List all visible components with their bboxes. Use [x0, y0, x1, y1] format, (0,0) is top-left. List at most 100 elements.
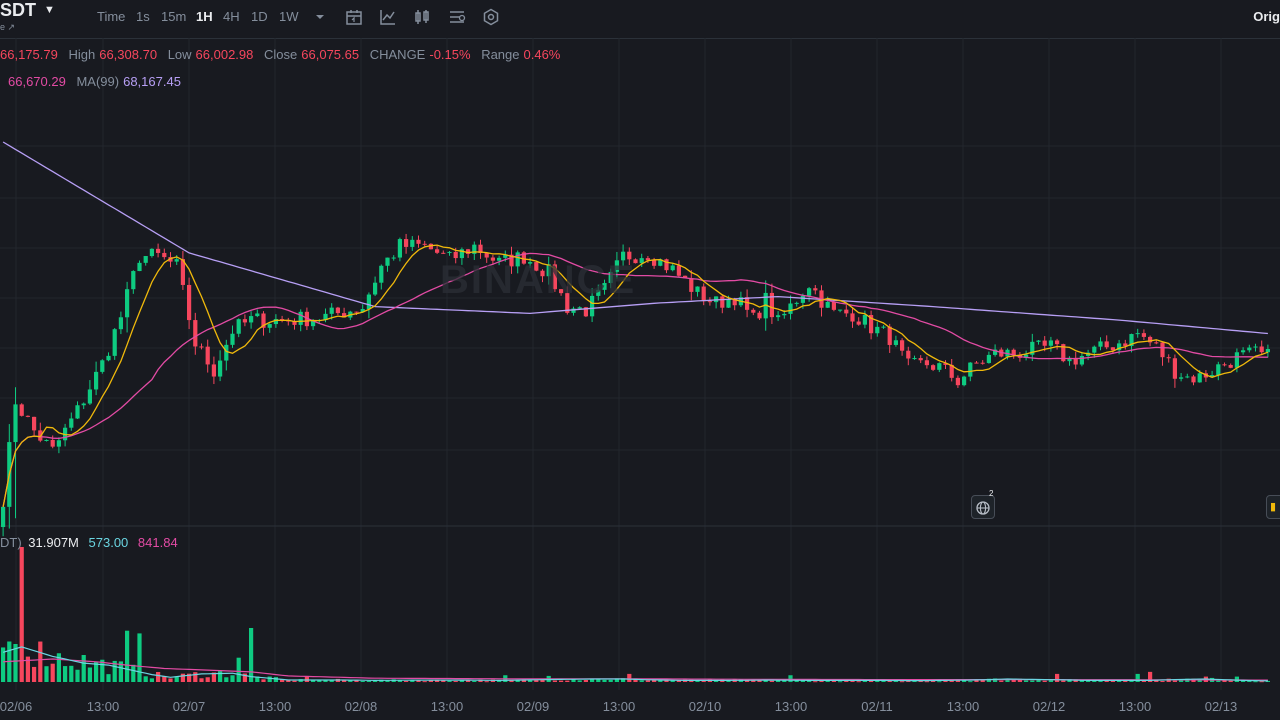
candle-body: [521, 252, 526, 264]
candle-body: [509, 254, 514, 267]
tab-1d[interactable]: 1D: [251, 9, 268, 24]
calendar-icon[interactable]: [345, 8, 363, 26]
globe-button[interactable]: 2: [971, 489, 995, 519]
candle-body: [1216, 364, 1221, 376]
volume-bar: [1129, 680, 1134, 682]
candle-body: [993, 349, 998, 355]
candle-body: [757, 312, 762, 319]
volume-bar: [1228, 680, 1233, 682]
volume-bar: [404, 680, 409, 682]
candle-body: [900, 340, 905, 351]
candle-body: [25, 415, 30, 417]
volume-bar: [50, 663, 55, 682]
candle-body: [931, 365, 936, 370]
candle-body: [137, 262, 142, 272]
volume-bar: [813, 681, 818, 683]
volume-bar: [174, 676, 179, 682]
tab-15m[interactable]: 15m: [161, 9, 187, 24]
chevron-down-icon[interactable]: [311, 8, 329, 26]
candle-body: [125, 289, 130, 318]
symbol-dropdown-icon[interactable]: ▼: [44, 4, 55, 16]
x-axis-label: 02/07: [172, 699, 206, 714]
volume-bar: [100, 659, 105, 682]
candle-body: [180, 259, 185, 285]
candle-body: [187, 284, 192, 321]
candle-body: [813, 288, 818, 291]
volume-bar: [788, 675, 793, 682]
candle-body: [38, 430, 43, 441]
tab-1h[interactable]: 1H: [196, 9, 213, 24]
volume-bar: [187, 673, 192, 682]
view-mode-toggle[interactable]: Orig: [1253, 9, 1280, 24]
volume-bar: [1030, 680, 1035, 682]
volume-bar: [75, 669, 80, 682]
candle-body: [701, 286, 706, 302]
volume-bar: [292, 680, 297, 682]
volume-bar: [447, 680, 452, 682]
indicators-icon[interactable]: [379, 8, 397, 26]
volume-bar: [397, 680, 402, 682]
candle-body: [955, 377, 960, 386]
volume-bar: [131, 664, 136, 682]
volume-bar: [1011, 678, 1016, 682]
volume-bar: [968, 681, 973, 683]
candle-body: [769, 292, 774, 318]
candle-body: [986, 354, 991, 363]
candle-body: [1210, 375, 1215, 378]
candle-body: [323, 313, 328, 321]
candle-body: [1055, 340, 1060, 345]
candle-body: [385, 257, 390, 266]
volume-bar: [44, 666, 49, 682]
volume-bar: [267, 676, 272, 682]
candle-body: [459, 249, 464, 259]
candle-body: [695, 286, 700, 292]
candle-body: [565, 293, 570, 313]
candle-body: [1160, 342, 1165, 358]
candle-body: [298, 311, 303, 325]
volume-bar: [1135, 673, 1140, 682]
candle-body: [1179, 377, 1184, 379]
volume-ma10-value: 841.84: [137, 535, 178, 550]
tab-1w[interactable]: 1W: [279, 9, 299, 24]
candle-body: [751, 309, 756, 313]
ma99-line: [2, 141, 1268, 335]
tab-4h[interactable]: 4H: [223, 9, 240, 24]
volume-bar: [912, 680, 917, 682]
candle-body: [1172, 358, 1177, 379]
volume-bar: [614, 678, 619, 682]
volume-bar: [528, 680, 533, 682]
settings-icon[interactable]: [482, 8, 500, 26]
tab-time[interactable]: Time: [97, 9, 126, 24]
volume-bar: [416, 680, 421, 682]
candle-body: [1098, 341, 1103, 347]
candle-body: [720, 296, 725, 308]
candle-body: [497, 257, 502, 261]
layout-icon[interactable]: [448, 8, 466, 26]
volume-bar: [1104, 680, 1109, 682]
chart-toolbar: SDT ▼ e ↗ Time 1s 15m 1H 4H 1D 1W Orig: [0, 0, 1280, 39]
volume-bar: [1117, 680, 1122, 682]
volume-bar: [1055, 673, 1060, 682]
x-axis-label: 02/09: [516, 699, 550, 714]
candlestick-type-icon[interactable]: [413, 8, 431, 26]
candle-body: [844, 309, 849, 314]
candle-body: [875, 326, 880, 334]
candle-body: [974, 362, 979, 364]
candle-body: [1067, 357, 1072, 362]
symbol-name[interactable]: SDT: [0, 0, 36, 20]
volume-value: 31.907M: [28, 535, 79, 550]
volume-bar: [1259, 681, 1264, 683]
candle-body: [397, 239, 402, 258]
panel-toggle-button[interactable]: ▮: [1266, 495, 1280, 519]
x-axis-label: 02/12: [1032, 699, 1066, 714]
candle-body: [56, 440, 61, 447]
candle-body: [416, 239, 421, 244]
candle-body: [404, 239, 409, 247]
volume-bar: [453, 681, 458, 683]
volume-bar: [1036, 679, 1041, 682]
volume-bar: [168, 678, 173, 682]
volume-bar: [435, 679, 440, 682]
candle-body: [87, 389, 92, 404]
tab-1s[interactable]: 1s: [136, 9, 150, 24]
